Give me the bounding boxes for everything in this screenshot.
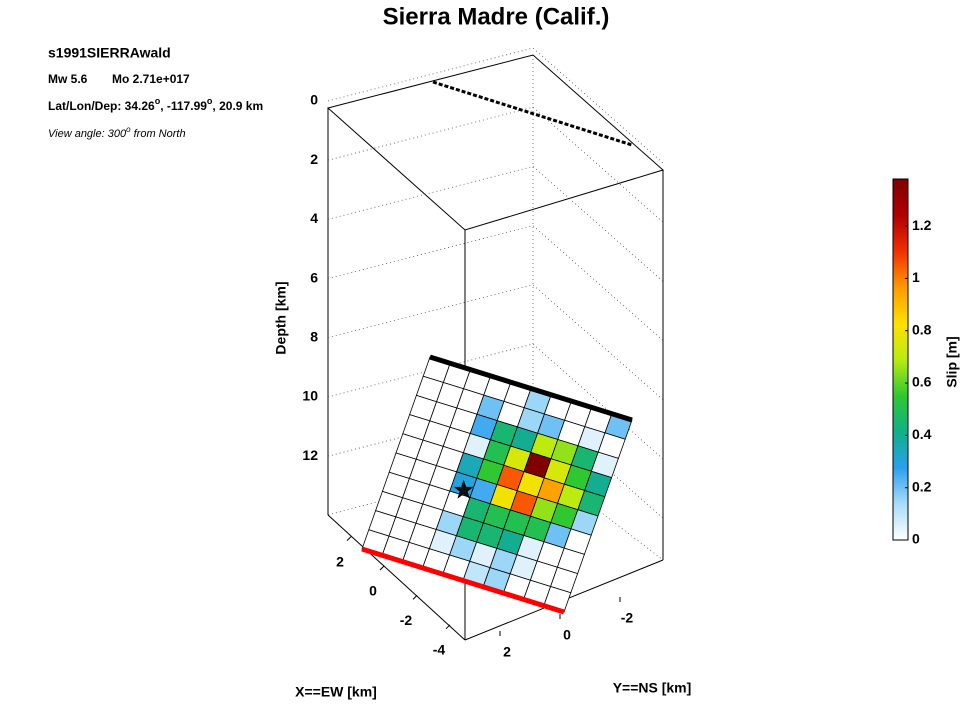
z-tick-label: 12 <box>302 447 318 463</box>
colorbar-tick-label: 0.4 <box>912 426 932 442</box>
colorbar: 0 0.2 0.4 0.6 0.8 1 1.2 <box>892 178 932 547</box>
y-tick-label: -2 <box>621 610 634 626</box>
bottom-edge <box>361 546 565 615</box>
tick-mark <box>445 624 451 630</box>
colorbar-tick-label: 0.6 <box>912 374 932 390</box>
colorbar-tick-label: 0.2 <box>912 478 932 494</box>
y-tick-label: 0 <box>563 627 571 643</box>
z-tick-label: 8 <box>310 329 318 345</box>
hypocenter <box>453 479 474 499</box>
z-tick-label: 10 <box>302 388 318 404</box>
grid-line <box>327 165 664 282</box>
surface-trace <box>432 80 633 147</box>
tick-mark <box>379 565 385 571</box>
moment: Mo 2.71e+017 <box>112 72 190 86</box>
chart-title: Sierra Madre (Calif.) <box>383 3 610 30</box>
z-axis-label: Depth [km] <box>273 281 289 354</box>
degree: o <box>207 96 213 106</box>
depth: 20.9 km <box>219 99 263 113</box>
colorbar-tick-label: 0.8 <box>912 321 932 337</box>
y-axis-label: Y==NS [km] <box>613 680 692 696</box>
grid-line <box>327 47 664 164</box>
tick-mark <box>346 536 352 541</box>
z-tick-label: 0 <box>310 92 318 108</box>
z-tick-label: 2 <box>310 151 318 167</box>
latitude: 34.26 <box>125 99 155 113</box>
view-angle: View angle: 300o from North <box>48 125 186 140</box>
colorbar-label: Slip [m] <box>944 336 960 387</box>
grid-line <box>327 225 664 341</box>
x-axis-label: X==EW [km] <box>295 684 377 700</box>
x-tick-label: 2 <box>336 553 344 569</box>
colorbar-tick-label: 1.2 <box>912 217 932 233</box>
tick-mark <box>412 595 418 600</box>
z-tick-label: 4 <box>310 210 318 226</box>
y-tick-label: 2 <box>503 644 511 660</box>
x-tick-label: -4 <box>433 642 446 658</box>
magnitude: Mw 5.6 <box>48 72 88 86</box>
grid-line <box>327 106 664 223</box>
x-tick-label: -2 <box>400 612 413 628</box>
view-suffix: from North <box>134 128 186 140</box>
degree: o <box>155 96 161 106</box>
z-tick-label: 6 <box>310 269 318 285</box>
model-name: s1991SIERRAwald <box>48 45 171 61</box>
top-edge <box>429 354 633 423</box>
colorbar-tick-label: 1 <box>912 269 920 285</box>
location-label: Lat/Lon/Dep: <box>48 99 121 113</box>
fault-plane <box>361 354 633 615</box>
colorbar-tick-label: 0 <box>912 531 920 547</box>
colorbar-scale <box>892 178 909 541</box>
degree: o <box>126 125 131 134</box>
view-label: View angle: 300 <box>48 128 127 140</box>
longitude: -117.99 <box>167 99 207 113</box>
x-tick-label: 0 <box>369 583 377 599</box>
location: Lat/Lon/Dep: 34.26o, -117.99o, 20.9 km <box>48 96 263 113</box>
